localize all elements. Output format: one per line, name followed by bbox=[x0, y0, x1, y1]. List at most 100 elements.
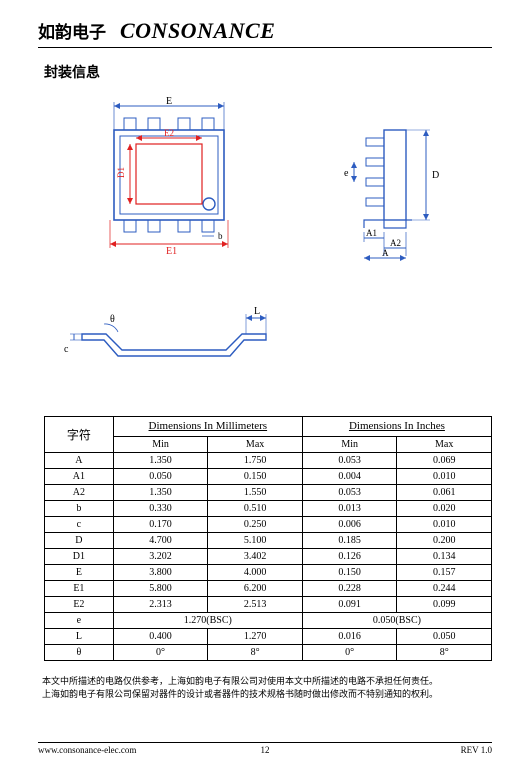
table-cell: 8° bbox=[397, 645, 492, 661]
table-cell: 0.510 bbox=[208, 501, 303, 517]
table-cell: 0.099 bbox=[397, 597, 492, 613]
table-cell: c bbox=[45, 517, 114, 533]
table-cell: 0.244 bbox=[397, 581, 492, 597]
brand-cn: 如韵电子 bbox=[38, 18, 106, 43]
table-cell: E bbox=[45, 565, 114, 581]
table-row: E22.3132.5130.0910.099 bbox=[45, 597, 492, 613]
disclaimer-line-1: 本文中所描述的电路仅供参考，上海如韵电子有限公司对使用本文中所描述的电路不承担任… bbox=[42, 675, 492, 688]
table-cell: 0.013 bbox=[302, 501, 397, 517]
label-A2: A2 bbox=[390, 238, 401, 248]
disclaimer-notes: 本文中所描述的电路仅供参考，上海如韵电子有限公司对使用本文中所描述的电路不承担任… bbox=[42, 675, 492, 701]
col-header-mm-max: Max bbox=[208, 437, 303, 453]
table-cell: 0.150 bbox=[208, 469, 303, 485]
table-cell: 1.350 bbox=[113, 485, 208, 501]
dimensions-table-wrap: 字符 Dimensions In Millimeters Dimensions … bbox=[44, 416, 492, 661]
table-cell: 0.016 bbox=[302, 629, 397, 645]
table-cell: 0.020 bbox=[397, 501, 492, 517]
table-cell: 4.700 bbox=[113, 533, 208, 549]
table-cell: 0.050(BSC) bbox=[302, 613, 491, 629]
table-cell: 1.270 bbox=[208, 629, 303, 645]
table-row: D13.2023.4020.1260.134 bbox=[45, 549, 492, 565]
table-cell: 2.513 bbox=[208, 597, 303, 613]
table-cell: 0.053 bbox=[302, 453, 397, 469]
table-cell: 0.250 bbox=[208, 517, 303, 533]
table-row: b0.3300.5100.0130.020 bbox=[45, 501, 492, 517]
label-D: D bbox=[432, 170, 439, 181]
table-cell: 0.010 bbox=[397, 517, 492, 533]
table-cell: L bbox=[45, 629, 114, 645]
side-view-drawing: e D A1 A2 A bbox=[326, 104, 496, 264]
label-A: A bbox=[382, 248, 389, 258]
table-cell: 5.800 bbox=[113, 581, 208, 597]
label-E1: E1 bbox=[166, 246, 177, 256]
table-cell: 0.050 bbox=[113, 469, 208, 485]
col-header-mm-min: Min bbox=[113, 437, 208, 453]
table-cell: 0.004 bbox=[302, 469, 397, 485]
label-b: b bbox=[218, 231, 223, 241]
col-header-mm: Dimensions In Millimeters bbox=[113, 417, 302, 437]
page-header: 如韵电子 CONSONANCE bbox=[38, 18, 492, 48]
table-cell: 0.069 bbox=[397, 453, 492, 469]
label-c: c bbox=[64, 344, 69, 355]
table-cell: A2 bbox=[45, 485, 114, 501]
table-cell: 2.313 bbox=[113, 597, 208, 613]
profile-view-drawing: θ L c bbox=[64, 300, 284, 380]
col-header-in-min: Min bbox=[302, 437, 397, 453]
table-cell: E2 bbox=[45, 597, 114, 613]
table-cell: 3.800 bbox=[113, 565, 208, 581]
label-E: E bbox=[166, 96, 172, 107]
footer-page-number: 12 bbox=[38, 745, 492, 755]
table-cell: 0.134 bbox=[397, 549, 492, 565]
col-header-symbol: 字符 bbox=[45, 417, 114, 453]
table-cell: b bbox=[45, 501, 114, 517]
label-theta: θ bbox=[110, 314, 115, 325]
table-cell: e bbox=[45, 613, 114, 629]
table-cell: 1.270(BSC) bbox=[113, 613, 302, 629]
label-E2: E2 bbox=[164, 128, 174, 138]
table-cell: 8° bbox=[208, 645, 303, 661]
table-row: A10.0500.1500.0040.010 bbox=[45, 469, 492, 485]
table-cell: 0.006 bbox=[302, 517, 397, 533]
col-header-in-max: Max bbox=[397, 437, 492, 453]
package-drawings: E E2 D1 E1 b bbox=[38, 88, 492, 408]
table-cell: 0.400 bbox=[113, 629, 208, 645]
table-row: A21.3501.5500.0530.061 bbox=[45, 485, 492, 501]
table-cell: 0.053 bbox=[302, 485, 397, 501]
table-cell: 0.091 bbox=[302, 597, 397, 613]
table-cell: D1 bbox=[45, 549, 114, 565]
top-view-drawing: E E2 D1 E1 b bbox=[84, 96, 254, 256]
label-A1: A1 bbox=[366, 228, 377, 238]
label-L: L bbox=[254, 306, 260, 317]
table-row: D4.7005.1000.1850.200 bbox=[45, 533, 492, 549]
table-cell: 0.050 bbox=[397, 629, 492, 645]
table-row: θ0°8°0°8° bbox=[45, 645, 492, 661]
table-cell: 0° bbox=[302, 645, 397, 661]
section-title: 封装信息 bbox=[44, 62, 492, 82]
dimensions-table: 字符 Dimensions In Millimeters Dimensions … bbox=[44, 416, 492, 661]
table-cell: 0.228 bbox=[302, 581, 397, 597]
table-cell: θ bbox=[45, 645, 114, 661]
table-cell: 0.010 bbox=[397, 469, 492, 485]
table-row: E3.8004.0000.1500.157 bbox=[45, 565, 492, 581]
table-cell: 0.170 bbox=[113, 517, 208, 533]
table-cell: 1.550 bbox=[208, 485, 303, 501]
table-cell: 0.126 bbox=[302, 549, 397, 565]
table-cell: 5.100 bbox=[208, 533, 303, 549]
table-row: E15.8006.2000.2280.244 bbox=[45, 581, 492, 597]
table-cell: 0.200 bbox=[397, 533, 492, 549]
col-header-in: Dimensions In Inches bbox=[302, 417, 491, 437]
table-cell: 6.200 bbox=[208, 581, 303, 597]
table-cell: 0.330 bbox=[113, 501, 208, 517]
table-row: L0.4001.2700.0160.050 bbox=[45, 629, 492, 645]
page-footer: www.consonance-elec.com 12 REV 1.0 bbox=[38, 742, 492, 755]
table-cell: 0.150 bbox=[302, 565, 397, 581]
table-cell: E1 bbox=[45, 581, 114, 597]
table-cell: 0.185 bbox=[302, 533, 397, 549]
table-cell: A1 bbox=[45, 469, 114, 485]
table-cell: 0° bbox=[113, 645, 208, 661]
table-cell: A bbox=[45, 453, 114, 469]
table-cell: 0.061 bbox=[397, 485, 492, 501]
table-cell: 3.202 bbox=[113, 549, 208, 565]
table-cell: 4.000 bbox=[208, 565, 303, 581]
table-cell: 1.750 bbox=[208, 453, 303, 469]
